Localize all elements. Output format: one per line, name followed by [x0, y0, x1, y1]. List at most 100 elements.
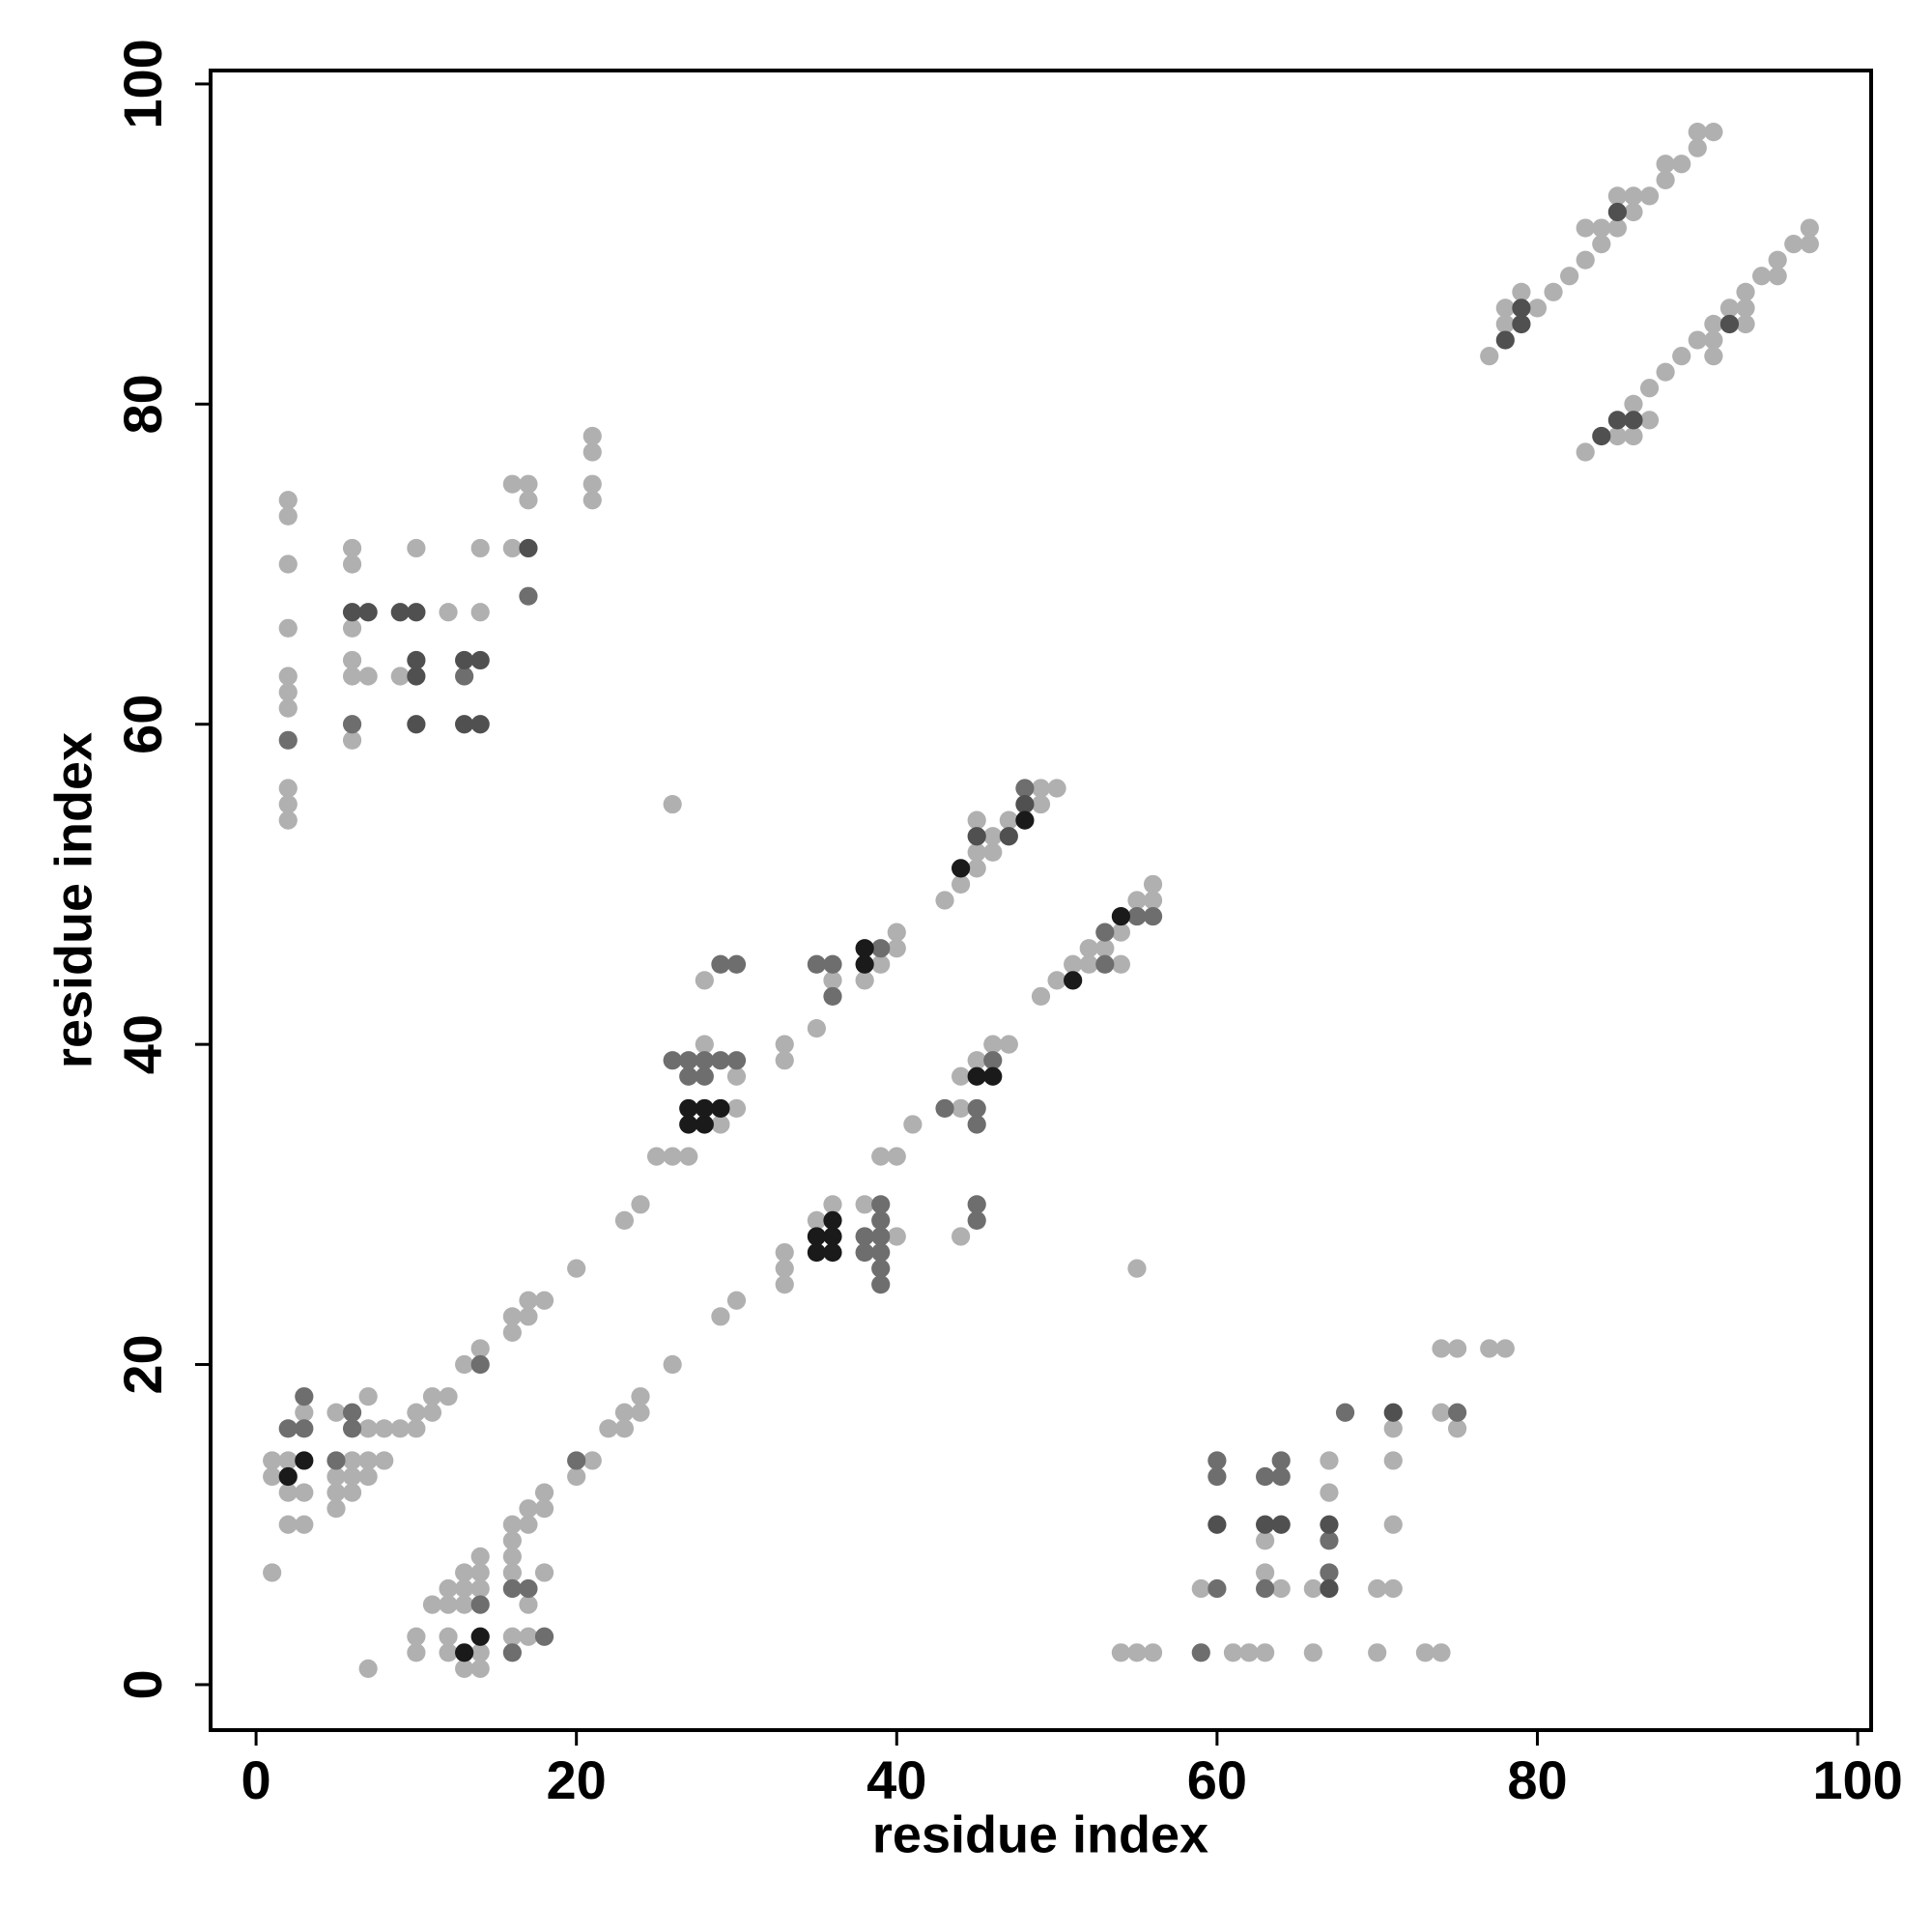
- contact-point: [726, 954, 747, 974]
- contact-point: [599, 1419, 618, 1438]
- contact-point: [1143, 906, 1163, 926]
- y-tick-label: 60: [112, 695, 173, 754]
- contact-point: [455, 667, 474, 686]
- x-tick-label: 60: [1187, 1749, 1247, 1810]
- contact-point: [1031, 986, 1051, 1007]
- contact-point: [278, 506, 298, 526]
- contact-point: [1191, 1578, 1210, 1599]
- contact-point: [823, 1227, 842, 1246]
- contact-point: [952, 1227, 971, 1246]
- x-tick-label: 80: [1507, 1749, 1567, 1810]
- contact-point: [983, 1051, 1003, 1070]
- contact-point: [1624, 202, 1643, 222]
- contact-point: [470, 1595, 490, 1614]
- contact-point: [358, 1419, 378, 1438]
- contact-point: [1688, 123, 1707, 142]
- contact-point: [1303, 1578, 1322, 1599]
- contact-point: [295, 1515, 314, 1534]
- contact-point: [807, 1210, 826, 1231]
- contact-point: [1672, 347, 1691, 366]
- contact-point: [1271, 1515, 1291, 1534]
- contact-point: [470, 1578, 490, 1599]
- contact-point: [358, 1387, 378, 1406]
- contact-point: [663, 1147, 682, 1166]
- contact-point: [1208, 1578, 1227, 1599]
- contact-point: [1639, 186, 1660, 206]
- contact-point: [1015, 810, 1035, 830]
- contact-point: [823, 1242, 842, 1263]
- contact-point: [1607, 411, 1627, 430]
- contact-point: [1656, 170, 1675, 189]
- contact-point: [999, 810, 1018, 830]
- contact-point: [855, 971, 874, 990]
- contact-point: [1271, 1451, 1291, 1470]
- contact-point: [1064, 971, 1083, 990]
- contact-point: [1576, 442, 1595, 462]
- contact-point: [263, 1466, 282, 1487]
- contact-point: [1415, 1643, 1435, 1662]
- contact-point: [807, 1242, 826, 1263]
- contact-point: [455, 650, 474, 670]
- contact-point: [1447, 1403, 1467, 1422]
- contact-point: [582, 426, 602, 446]
- contact-point: [1064, 954, 1083, 974]
- contact-point: [1256, 1578, 1275, 1599]
- contact-point: [695, 1115, 714, 1134]
- contact-point: [711, 1098, 730, 1119]
- contact-point: [502, 1627, 522, 1646]
- contact-point: [470, 1339, 490, 1358]
- contact-point: [1256, 1563, 1275, 1582]
- contact-point: [711, 1051, 730, 1070]
- contact-point: [983, 1066, 1003, 1086]
- contact-point: [342, 603, 362, 622]
- contact-point: [823, 1195, 842, 1214]
- contact-point: [278, 491, 298, 510]
- contact-point: [695, 1066, 714, 1086]
- contact-point: [263, 1563, 282, 1582]
- contact-point: [390, 1419, 410, 1438]
- contact-point: [1111, 923, 1130, 942]
- contact-point: [358, 1466, 378, 1487]
- contact-point: [871, 1147, 891, 1166]
- x-tick-label: 20: [547, 1749, 607, 1810]
- contact-point: [855, 954, 874, 974]
- contact-point: [695, 1035, 714, 1054]
- contact-point: [1480, 347, 1499, 366]
- contact-point: [327, 1451, 346, 1470]
- contact-point: [967, 1066, 986, 1086]
- contact-point: [1800, 218, 1819, 238]
- contact-point: [390, 667, 410, 686]
- contact-point: [726, 1066, 747, 1086]
- contact-point: [679, 1098, 698, 1119]
- contact-point: [407, 715, 426, 734]
- contact-point: [1592, 235, 1611, 254]
- contact-point: [823, 971, 842, 990]
- contact-point: [1495, 298, 1515, 318]
- contact-point: [470, 1643, 490, 1662]
- contact-point: [1047, 971, 1066, 990]
- contact-point: [614, 1403, 635, 1422]
- contact-point: [695, 1051, 714, 1070]
- contact-point: [1639, 379, 1660, 398]
- contact-point: [375, 1451, 394, 1470]
- x-tick-label: 100: [1812, 1749, 1902, 1810]
- contact-point: [278, 794, 298, 814]
- contact-point: [823, 986, 842, 1007]
- contact-point: [1111, 906, 1130, 926]
- contact-point: [967, 859, 986, 878]
- contact-point: [1768, 250, 1787, 270]
- contact-point: [1784, 235, 1804, 254]
- contact-point: [455, 1659, 474, 1678]
- contact-point: [358, 1659, 378, 1678]
- contact-point: [582, 491, 602, 510]
- contact-point: [1256, 1531, 1275, 1550]
- contact-point: [1560, 267, 1579, 286]
- contact-point: [278, 730, 298, 750]
- contact-point: [519, 1499, 538, 1519]
- contact-point: [327, 1403, 346, 1422]
- contact-point: [407, 667, 426, 686]
- contact-point: [342, 667, 362, 686]
- contact-point: [807, 1018, 826, 1038]
- contact-point: [327, 1483, 346, 1502]
- contact-point: [967, 1115, 986, 1134]
